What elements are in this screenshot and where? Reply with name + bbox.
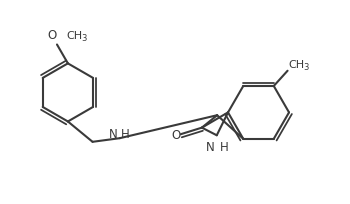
Text: O: O — [48, 29, 57, 42]
Text: O: O — [172, 129, 181, 142]
Text: N: N — [109, 127, 118, 140]
Text: N: N — [206, 140, 215, 153]
Text: H: H — [121, 127, 130, 140]
Text: 3: 3 — [303, 63, 308, 72]
Text: H: H — [220, 140, 229, 153]
Text: CH: CH — [66, 31, 82, 41]
Text: CH: CH — [289, 60, 305, 70]
Text: 3: 3 — [81, 34, 87, 43]
